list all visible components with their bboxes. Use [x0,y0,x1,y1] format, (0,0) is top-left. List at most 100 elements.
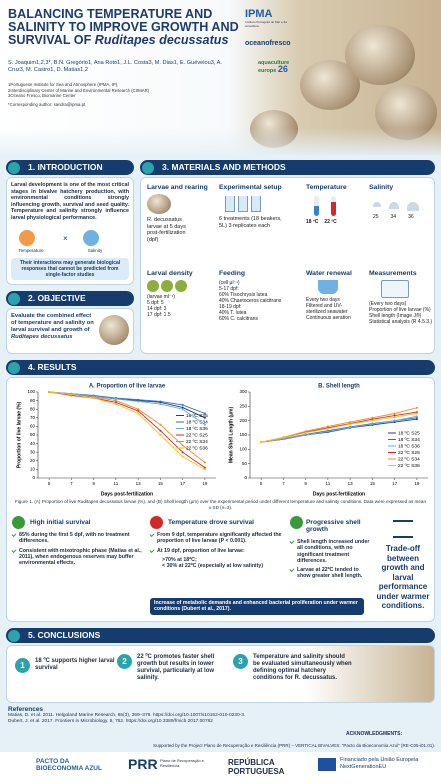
footer: PACTO DA BIOECONOMIA AZUL PRR Plano de R… [0,752,441,784]
x-tick-label: 15 [158,481,164,486]
data-point [371,423,374,426]
data-point [349,426,352,429]
data-point [203,412,206,415]
x-tick-label: 11 [326,481,331,486]
data-point [137,398,140,401]
legend-label: 18 ºC S34 [186,419,208,425]
method-item: Temperature 18 ºC 22 ºC [306,184,361,225]
legend-label: 22 ºC S25 [398,450,420,456]
text-line: 34 [390,214,397,220]
y-axis-label: Proportion of live larvae (%) [16,401,22,468]
series-line [261,415,417,443]
text-line: 18 ºC [306,219,319,225]
data-point [203,423,206,426]
data-point [371,418,374,421]
text-list: (Every two days) Proportion of live larva… [369,301,433,325]
figure-caption: Figure 1. (A) Proportion of live Ruditap… [14,499,427,510]
icon-label: Temperature [18,248,44,253]
text-line: 60% C. calcitrans [219,316,258,322]
text-line: Proportion of live larvae (%) [369,307,431,313]
finding-title: Progressive shell growth [306,519,361,533]
data-point [159,429,162,432]
ack-heading: ACKNOWLEDGMENTS: [346,731,403,737]
data-point [114,397,117,400]
decoration [175,280,187,292]
method-title: Measurements [369,270,417,277]
data-point [181,408,184,411]
method-title: Larval density [147,270,193,277]
data-point [203,461,206,464]
methods-box: Larvae and rearing R. decussatus larvae at… [140,177,435,354]
text-line: 5-17 dpf: [219,286,239,292]
text-line: 2Interdisciplinary Center of Marine and … [8,87,150,93]
text: Evaluate the combined effect of temperat… [11,313,94,333]
data-point [415,411,418,414]
text-list: (cell µl⁻¹) 5-17 dpf: 60% Tisochrysis lute… [219,280,301,322]
text-line: Filtered and UV- [306,303,343,309]
text-line: 60% Tisochrysis lutea [219,292,268,298]
logo-ipma: IPMA Instituto Português do Mar e da Atmo… [245,8,300,28]
conclusion-text: 22 ºC promotes faster shell growth but r… [137,654,215,681]
affiliations: 1Portuguese Institute for Sea and Atmosp… [8,82,238,107]
times: × [63,234,68,243]
tradeoff-text: Trade-off between growth and larval perf… [376,544,430,610]
logo-sub: Instituto Português do Mar e da Atmosfer… [245,20,287,28]
x-tick-label: 7 [282,481,285,486]
text-line: post-fertilization [147,230,186,236]
y-tick-label: 30 [30,449,36,454]
logo-text: Financiado pela União Europeia [340,757,419,763]
data-point [137,408,140,411]
y-tick-label: 50 [30,432,36,437]
series-line [49,391,206,469]
decoration [238,196,248,212]
x-tick-label: 17 [180,481,186,486]
method-item: Experimental setup 6 treatments (18 beake… [219,184,299,229]
larvae-dots [147,280,213,292]
data-point [393,419,396,422]
method-title: Larvae and rearing [147,184,208,191]
microscope-icon [381,280,409,298]
corresponding: *Corresponding author: sandra@ipma.pt [8,101,86,107]
larva-image [147,194,171,214]
method-item: Larvae and rearing R. decussatus larvae at… [147,184,213,243]
y-tick-label: 300 [239,389,247,394]
logo-prr: PRR [128,756,158,772]
icon-label: Salinity [87,248,103,253]
method-item: Measurements (Every two days) Proportion o… [369,270,433,325]
objective-text: Evaluate the combined effect of temperat… [11,313,95,341]
bullet: From 9 dpf, temperature significantly af… [150,532,286,545]
legend-label: 18 ºC S25 [186,413,208,419]
data-point [137,409,140,412]
conclusion: 3 Temperature and salinity should be eval… [233,654,353,682]
data-point [349,421,352,424]
tradeoff: Trade-off between growth and larval perf… [374,520,432,611]
text-line: 3Oceano Fresco, Biomarine Center [8,93,76,98]
intro-text: Larval development is one of the most cr… [11,182,129,221]
y-tick-label: 10 [30,467,36,472]
logo-oceanofresco: oceanofresco [245,40,291,47]
bullet: At 19 dpf, proportion of live larvae: [150,548,286,554]
finding-title: Temperature drove survival [168,519,254,526]
y-axis-label: Mean Shell Length (µm) [228,407,234,464]
text-line: 5L) 3 replicates each [219,222,271,229]
data-point [393,421,396,424]
data-point [181,403,184,406]
results-box [6,377,435,622]
data-point [415,406,418,409]
logo-republica: REPÚBLICA PORTUGUESA [228,758,285,776]
data-point [393,416,396,419]
y-tick-label: 250 [239,404,247,409]
logo-pacto: PACTO DA BIOECONOMIA AZUL [36,758,102,772]
sub-bullet: >70% at 18ºC; [162,556,197,563]
finding-title: High initial survival [30,519,91,526]
text-line: Shell length (Image J®) [369,313,422,319]
legend-label: 18 ºC S34 [398,437,420,443]
y-tick-label: 90 [30,398,36,403]
legend-label: 18 ºC S25 [398,430,420,436]
series-line [49,391,206,463]
legend-label: 22 ºC S25 [186,432,208,438]
logo-text: NextGenerationEU [340,763,387,770]
data-point [48,391,51,393]
conclusion-text: Temperature and salinity should be evalu… [253,654,352,681]
data-point [137,400,140,403]
